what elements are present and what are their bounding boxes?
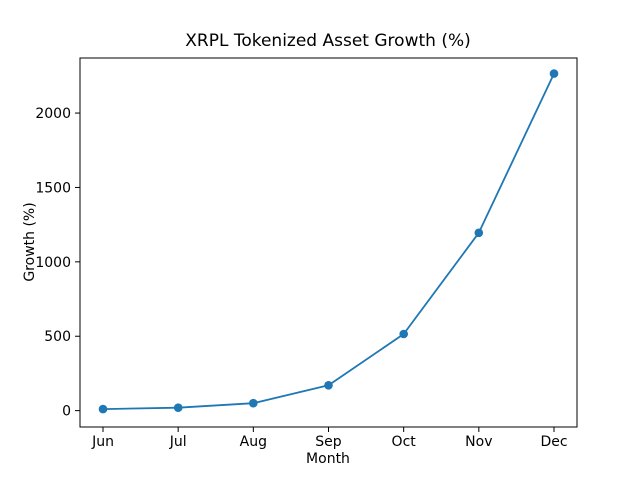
data-point-oct	[399, 329, 409, 339]
y-tick-label: 1000	[35, 255, 71, 271]
x-tick-label: Oct	[392, 434, 417, 450]
data-line	[102, 72, 555, 411]
y-tick-label: 0	[62, 404, 71, 420]
data-point-nov	[474, 228, 484, 238]
plot-area	[79, 57, 578, 428]
x-tick-label: Jul	[169, 434, 187, 450]
data-point-aug	[249, 398, 258, 408]
data-series	[98, 69, 559, 414]
y-tick-label: 1500	[35, 180, 71, 196]
x-tick-label: Nov	[465, 434, 492, 450]
y-tick-label: 2000	[35, 106, 71, 122]
y-axis-label: Growth (%)	[22, 202, 38, 281]
x-tick-label: Aug	[240, 434, 267, 450]
x-tick-label: Jun	[91, 434, 114, 450]
y-axis-ticks: 0 500 1000 1500 2000	[35, 106, 80, 420]
x-tick-label: Sep	[315, 434, 342, 450]
data-point-dec	[549, 69, 559, 78]
chart-title: XRPL Tokenized Asset Growth (%)	[185, 31, 470, 51]
data-point-jul	[173, 403, 183, 413]
data-point-jun	[98, 404, 108, 414]
data-point-sep	[324, 381, 333, 390]
x-axis-ticks: Jun Jul Aug Sep Oct Nov Dec	[91, 427, 568, 450]
x-tick-label: Dec	[540, 434, 567, 450]
y-tick-label: 500	[44, 329, 71, 345]
x-axis-label: Month	[306, 451, 350, 467]
